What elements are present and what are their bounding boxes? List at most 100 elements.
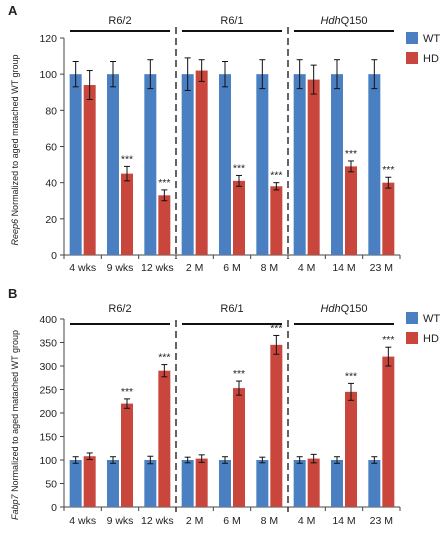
x-tick-label: 23 M (370, 515, 393, 527)
bar-wt (144, 74, 157, 256)
bar-wt (144, 460, 157, 507)
group-header-label: R6/1 (220, 303, 243, 315)
y-axis-label: Reep6 Normalized to aged matached WT gro… (10, 55, 20, 246)
x-tick-label: 2 M (186, 515, 204, 527)
bar-hd (307, 458, 320, 507)
bar-hd (121, 403, 133, 507)
bar-hd (195, 458, 208, 507)
panel-letter: B (8, 286, 17, 301)
bar-hd (270, 186, 283, 255)
legend-swatch-hd (406, 52, 418, 64)
x-tick-label: 14 M (332, 515, 355, 527)
group-header-label-text: R6/1 (220, 15, 243, 27)
x-tick-label: 14 M (332, 262, 355, 274)
group-header-label-text: R6/2 (108, 303, 131, 315)
bar-hd (307, 79, 320, 255)
bar-wt (368, 460, 381, 507)
legend-swatch-wt (406, 32, 418, 44)
y-tick-label: 20 (45, 214, 57, 226)
panel-A: A 0 20 40 60 80 100 120 Reep6 Normalized to aged… (8, 3, 440, 274)
bar-hd (270, 344, 283, 507)
panel-B: B 0 50 100 150 200 250 300 350 400 Fabp7 Normalize… (8, 286, 440, 527)
legend-label-hd: HD (423, 333, 439, 345)
y-tick-label: 50 (45, 479, 57, 491)
significance-label: *** (345, 148, 357, 160)
significance-label: *** (382, 334, 394, 346)
significance-label: *** (345, 370, 357, 382)
significance-label: *** (158, 177, 170, 189)
bar-hd (158, 370, 171, 507)
group-header-label-text: R6/1 (220, 303, 243, 315)
x-tick-label: 8 M (261, 262, 279, 274)
significance-label: *** (158, 352, 170, 364)
y-axis-label-text: Normalized to aged matached WT group (10, 330, 20, 494)
group-header-label-text: Q150 (341, 303, 368, 315)
bar-wt (107, 74, 119, 256)
bar-hd (195, 70, 208, 255)
significance-label: *** (270, 170, 282, 182)
bar-hd (83, 85, 96, 256)
bar-wt (69, 74, 82, 256)
bar-wt (331, 74, 343, 256)
bar-wt (331, 460, 343, 507)
bar-wt (181, 460, 194, 507)
group-header-label-italic: Hdh (320, 15, 340, 27)
legend-swatch-wt (406, 312, 418, 324)
bar-wt (107, 460, 119, 507)
significance-label: *** (121, 386, 133, 398)
x-tick-label: 6 M (223, 515, 241, 527)
y-axis-label: Fabp7 Normalized to aged matached WT gro… (10, 330, 20, 520)
legend-label-hd: HD (423, 53, 439, 65)
y-tick-label: 200 (39, 408, 57, 420)
bar-wt (181, 74, 194, 256)
legend-label-wt: WT (423, 313, 440, 325)
bar-hd (233, 180, 245, 255)
x-tick-label: 9 wks (107, 515, 134, 527)
y-tick-label: 80 (45, 105, 57, 117)
x-tick-label: 12 wks (141, 262, 174, 274)
x-tick-label: 9 wks (107, 262, 134, 274)
x-tick-label: 8 M (261, 515, 279, 527)
bar-wt (293, 460, 306, 507)
y-axis-label-gene: Fabp7 (10, 493, 20, 520)
x-tick-label: 4 M (298, 515, 316, 527)
bar-hd (345, 166, 357, 255)
y-tick-label: 100 (39, 455, 57, 467)
bar-hd (382, 182, 395, 255)
bar-wt (219, 460, 231, 507)
x-tick-label: 4 wks (69, 515, 96, 527)
y-tick-label: 0 (51, 250, 57, 262)
y-tick-label: 350 (39, 338, 57, 350)
group-header-label: R6/1 (220, 15, 243, 27)
bar-wt (256, 460, 269, 507)
x-tick-label: 12 wks (141, 515, 174, 527)
group-header-label-text: R6/2 (108, 15, 131, 27)
y-tick-label: 150 (39, 432, 57, 444)
y-tick-label: 300 (39, 361, 57, 373)
group-header-label: R6/2 (108, 303, 131, 315)
group-header-label: R6/2 (108, 15, 131, 27)
group-header-label: HdhQ150 (320, 303, 367, 315)
bar-hd (83, 456, 96, 507)
significance-label: *** (233, 162, 245, 174)
group-header-label-italic: Hdh (320, 303, 340, 315)
y-tick-label: 100 (39, 69, 57, 81)
bar-hd (121, 173, 133, 255)
group-header-label-text: Q150 (341, 15, 368, 27)
x-tick-label: 6 M (223, 262, 241, 274)
bar-hd (382, 356, 395, 507)
significance-label: *** (233, 368, 245, 380)
y-tick-label: 120 (39, 33, 57, 45)
x-tick-label: 2 M (186, 262, 204, 274)
y-tick-label: 400 (39, 314, 57, 326)
bar-hd (233, 388, 245, 507)
y-tick-label: 250 (39, 385, 57, 397)
significance-label: *** (382, 164, 394, 176)
legend-swatch-hd (406, 332, 418, 344)
significance-label: *** (121, 153, 133, 165)
bar-hd (158, 195, 171, 255)
legend-label-wt: WT (423, 33, 440, 45)
y-axis-label-text: Normalized to aged matached WT group (10, 55, 20, 219)
y-axis-label-gene: Reep6 (10, 219, 20, 246)
